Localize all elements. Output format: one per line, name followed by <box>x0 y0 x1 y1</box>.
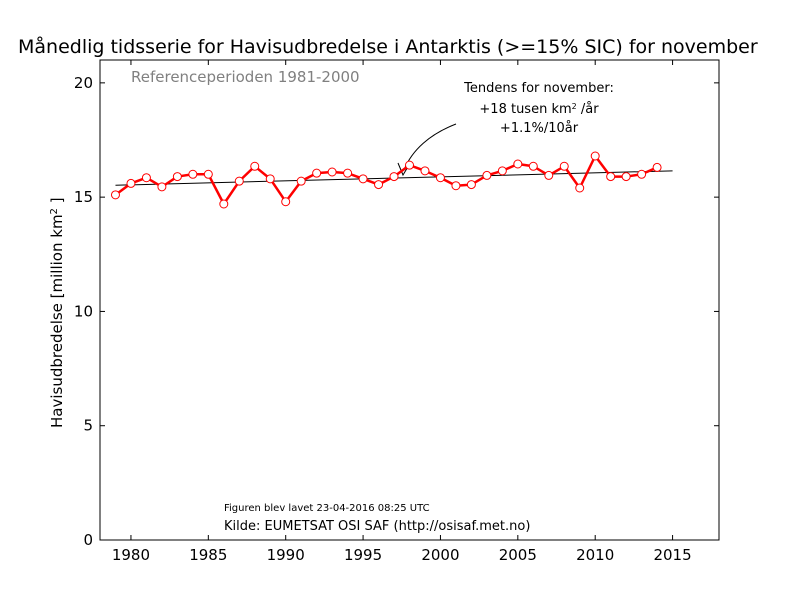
reference-period-label: Referenceperioden 1981-2000 <box>131 68 360 86</box>
data-point <box>405 160 414 170</box>
x-tick-label: 2010 <box>576 546 614 564</box>
x-tick-label: 1990 <box>267 546 305 564</box>
x-tick-label: 1985 <box>189 546 227 564</box>
y-axis-label-sup: 2 <box>49 208 60 214</box>
data-point <box>575 183 585 193</box>
x-tick-label: 1980 <box>112 546 150 564</box>
data-point <box>250 161 260 171</box>
data-point <box>590 151 600 161</box>
x-tick-label: 2015 <box>653 546 691 564</box>
data-point <box>219 199 229 209</box>
y-axis-label-end: ] <box>48 197 66 208</box>
data-point <box>374 180 384 190</box>
data-point <box>420 166 430 176</box>
chart-title: Månedlig tidsserie for Havisudbredelse i… <box>18 35 758 58</box>
plot-frame <box>99 59 720 541</box>
data-point <box>126 178 136 188</box>
data-point <box>265 174 275 184</box>
data-point <box>559 161 569 171</box>
created-label: Figuren blev lavet 23-04-2016 08:25 UTC <box>224 503 430 514</box>
y-axis-label-main: Havisudbredelse [million km <box>48 214 66 428</box>
data-point <box>157 182 167 192</box>
y-tick-label: 10 <box>74 302 93 320</box>
trend-rate-pre: +18 tusen km <box>479 102 571 117</box>
trend-percent: +1.1%/10år <box>500 121 579 136</box>
data-point <box>544 170 554 180</box>
data-point <box>343 168 353 178</box>
trend-title: Tendens for november: <box>463 81 614 96</box>
data-point <box>358 174 368 184</box>
data-point <box>637 169 647 179</box>
trend-rate-sup: 2 <box>572 102 577 111</box>
y-axis-label: Havisudbredelse [million km2 ] <box>48 197 66 428</box>
data-point <box>389 172 399 182</box>
data-point <box>497 166 507 176</box>
x-tick-label: 2000 <box>421 546 459 564</box>
y-tick-label: 15 <box>74 188 93 206</box>
data-point <box>234 176 244 186</box>
data-point <box>312 168 322 178</box>
data-point <box>466 180 476 190</box>
data-point <box>188 169 198 179</box>
y-tick-label: 5 <box>83 417 93 435</box>
data-point <box>621 172 631 182</box>
y-tick-label: 0 <box>83 531 93 549</box>
source-label: Kilde: EUMETSAT OSI SAF (http://osisaf.m… <box>224 519 530 534</box>
x-tick-label: 2005 <box>499 546 537 564</box>
data-point <box>652 162 662 172</box>
axes <box>99 59 720 541</box>
x-tick-label: 1995 <box>344 546 382 564</box>
data-point <box>435 173 445 183</box>
data-point <box>203 169 213 179</box>
data-point <box>296 176 306 186</box>
y-tick-label: 20 <box>74 74 93 92</box>
trend-rate-post: /år <box>577 102 599 117</box>
series-group <box>110 151 662 209</box>
data-point <box>281 197 291 207</box>
series-line <box>114 154 658 206</box>
ticks: 1980 1985 1990 1995 2000 2005 2010 2015 0 5 10 15 20 <box>74 60 719 564</box>
data-point <box>482 170 492 180</box>
data-point <box>528 161 538 171</box>
data-point <box>451 181 461 191</box>
data-point <box>513 159 523 169</box>
data-point <box>141 173 151 183</box>
data-point <box>606 172 616 182</box>
data-point <box>172 172 182 182</box>
trend-rate: +18 tusen km2 /år <box>479 102 599 118</box>
data-point <box>110 190 120 200</box>
data-point <box>327 167 337 177</box>
